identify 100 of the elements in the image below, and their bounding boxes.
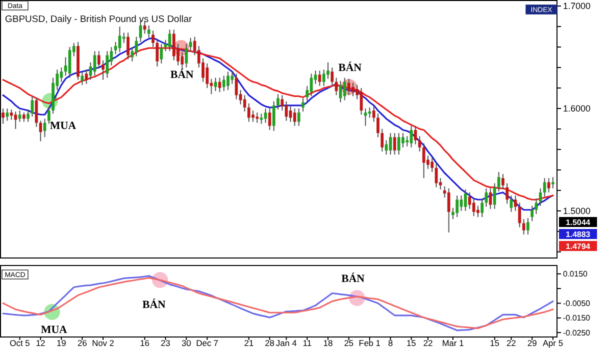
candlestick xyxy=(310,73,313,97)
candlestick xyxy=(234,73,238,100)
candlestick xyxy=(343,77,346,101)
candlestick xyxy=(180,52,184,70)
x-tick-label: 16 xyxy=(140,338,150,348)
candlestick xyxy=(347,78,350,96)
candlestick xyxy=(352,82,354,97)
candlestick xyxy=(22,112,26,122)
candlestick xyxy=(218,77,222,93)
x-tick-label: 23 xyxy=(160,338,171,348)
candlestick xyxy=(318,70,322,86)
candlestick xyxy=(26,109,30,122)
x-tick-label: 25 xyxy=(344,338,354,348)
candlestick xyxy=(289,106,292,122)
candlestick xyxy=(172,29,176,61)
x-tick-label: 15 xyxy=(406,338,416,348)
text: 1.4794 xyxy=(566,242,591,251)
candlestick xyxy=(543,178,546,198)
candlestick xyxy=(339,80,342,103)
candlestick xyxy=(368,106,372,118)
candlestick xyxy=(14,111,18,130)
candlestick xyxy=(393,132,396,156)
candlestick xyxy=(284,100,288,122)
candlestick xyxy=(538,188,542,206)
x-tick-label: 8 xyxy=(388,338,394,348)
candlestick xyxy=(418,136,422,152)
candlestick xyxy=(134,36,138,57)
candlestick xyxy=(376,113,380,138)
candlestick xyxy=(256,112,259,124)
candlestick xyxy=(360,88,363,116)
candlestick xyxy=(410,125,413,148)
x-tick-label: 28 xyxy=(264,338,275,348)
text: 1.4883 xyxy=(566,230,591,239)
candlestick xyxy=(468,192,472,210)
x-tick-label: 21 xyxy=(244,338,254,348)
candlestick xyxy=(514,195,517,212)
candlestick xyxy=(152,30,154,48)
text: 1.5044 xyxy=(566,218,591,227)
x-tick-label: 15 xyxy=(490,338,500,348)
candlestick xyxy=(260,113,263,124)
candlestick xyxy=(80,71,84,86)
candlestick xyxy=(47,106,50,124)
x-tick-label: Jan 4 xyxy=(276,338,297,348)
candlestick xyxy=(372,106,376,122)
candlestick xyxy=(39,120,42,142)
candlestick xyxy=(402,132,404,148)
y-tick-label: 1.7000 xyxy=(563,1,591,12)
x-tick-label: 30 xyxy=(182,338,192,348)
candlestick xyxy=(334,77,338,96)
candlestick xyxy=(488,188,492,210)
candlestick xyxy=(102,60,105,80)
candlestick xyxy=(414,125,417,145)
candlestick xyxy=(230,71,234,84)
x-tick-label: Mar 1 xyxy=(442,338,464,348)
y-tick-label: -0.0150 xyxy=(563,314,591,323)
y-tick-label: 1.5000 xyxy=(563,206,591,216)
candlestick xyxy=(206,62,209,88)
annotation: MUA xyxy=(40,324,68,336)
candlestick xyxy=(330,67,334,86)
candlestick xyxy=(160,43,163,64)
candlestick xyxy=(518,202,522,228)
candlestick xyxy=(276,94,280,110)
candlestick xyxy=(380,128,384,152)
candlestick xyxy=(547,178,550,193)
candlestick xyxy=(297,108,300,126)
x-tick-label: 29 xyxy=(527,338,538,348)
candlestick xyxy=(326,62,330,80)
annotation: BÁN xyxy=(341,272,365,285)
y-tick-label: 1.6000 xyxy=(563,104,591,114)
candlestick xyxy=(530,205,534,222)
candlestick xyxy=(189,37,192,52)
candlestick xyxy=(506,182,509,204)
candlestick xyxy=(364,108,367,126)
x-tick-label: Oct 5 xyxy=(10,338,30,348)
candlestick xyxy=(126,32,130,60)
candlestick xyxy=(551,176,554,189)
candlestick xyxy=(430,157,434,172)
candlestick xyxy=(302,98,304,112)
candlestick xyxy=(476,205,480,218)
candlestick xyxy=(264,108,267,124)
candlestick xyxy=(322,69,326,86)
candlestick xyxy=(389,132,392,156)
candlestick xyxy=(384,140,388,156)
candlestick xyxy=(268,108,272,130)
candlestick xyxy=(243,94,246,112)
candlestick xyxy=(480,198,484,218)
x-tick-label: Nov 2 xyxy=(92,338,114,348)
candlestick xyxy=(214,77,217,92)
annotation: BÁN xyxy=(170,68,194,81)
candlestick xyxy=(226,71,230,91)
candlestick xyxy=(293,108,296,126)
candlestick xyxy=(272,100,276,132)
annotation: BÁN xyxy=(338,61,362,74)
x-tick-label: Apr 5 xyxy=(542,338,564,348)
x-tick-label: 11 xyxy=(302,338,312,348)
candlestick xyxy=(247,102,250,122)
x-tick-label: 26 xyxy=(77,338,88,348)
candlestick xyxy=(501,174,504,190)
candlestick xyxy=(526,218,530,235)
candlestick xyxy=(464,188,467,212)
